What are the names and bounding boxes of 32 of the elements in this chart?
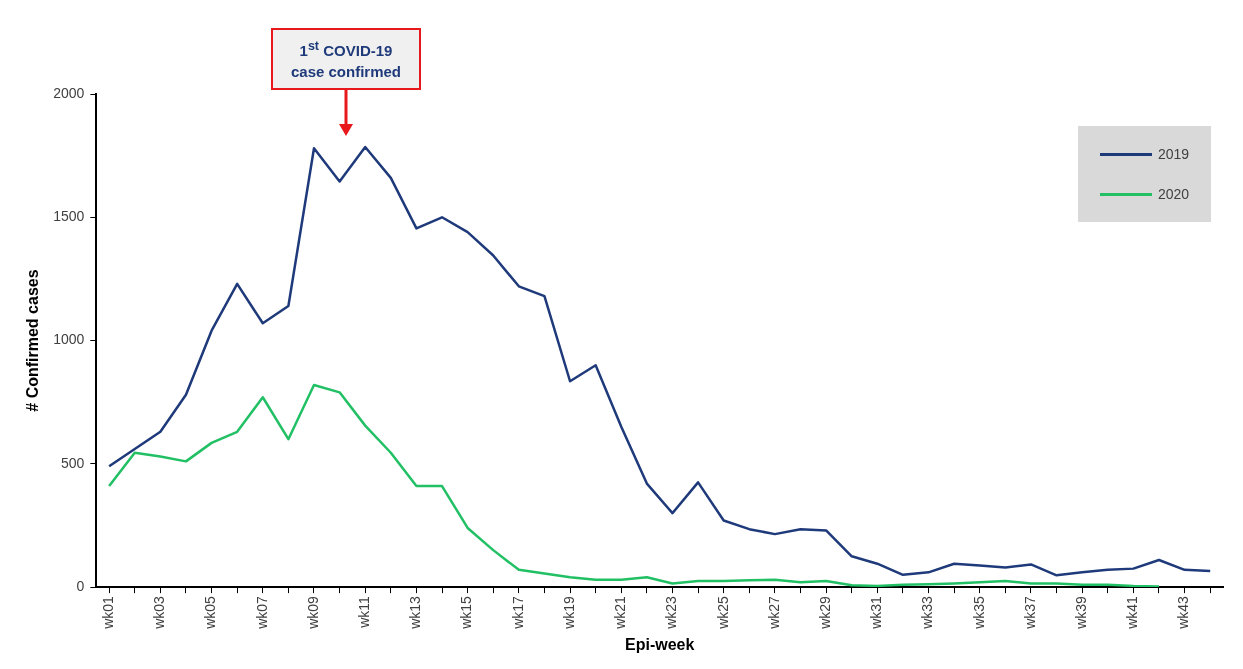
x-axis-title: Epi-week: [624, 635, 695, 653]
x-tick-label: wk43: [1175, 595, 1192, 630]
y-tick-label: 1000: [53, 331, 85, 348]
legend-label: 2019: [1158, 146, 1190, 162]
x-tick-label: wk39: [1073, 595, 1090, 630]
x-tick-label: wk03: [151, 595, 168, 630]
x-tick-label: wk37: [1021, 595, 1038, 630]
x-tick-label: wk19: [560, 595, 577, 630]
y-tick-label: 1500: [53, 208, 85, 225]
text: 1$^{st}$ COVID-19 case confirmed: [271, 28, 421, 90]
legend-label: 2020: [1158, 186, 1190, 202]
x-tick-label: wk41: [1124, 595, 1141, 630]
x-tick-label: wk17: [509, 595, 526, 630]
x-tick-label: wk21: [612, 595, 629, 630]
x-tick-label: wk09: [304, 595, 321, 630]
x-tick-label: wk31: [868, 595, 885, 630]
x-tick-label: wk13: [407, 595, 424, 630]
x-tick-label: wk11: [356, 595, 373, 629]
y-tick-label: 2000: [53, 84, 85, 101]
y-tick-label: 0: [76, 577, 85, 594]
x-tick-label: wk27: [765, 595, 782, 630]
x-tick-label: wk33: [919, 595, 936, 630]
x-tick-label: wk35: [970, 595, 987, 630]
y-tick-label: 500: [60, 454, 85, 471]
x-tick-label: wk01: [100, 595, 117, 630]
x-tick-label: wk15: [458, 595, 475, 630]
x-tick-label: wk07: [253, 595, 270, 630]
x-tick-label: wk29: [816, 595, 833, 630]
x-tick-label: wk05: [202, 595, 219, 630]
x-tick-label: wk23: [663, 595, 680, 630]
y-axis-title: # Confirmed cases: [24, 269, 42, 412]
x-tick-label: wk25: [714, 595, 731, 630]
